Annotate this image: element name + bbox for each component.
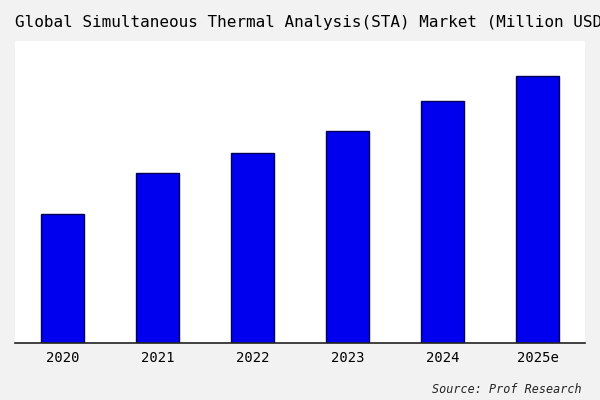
Bar: [421, 101, 464, 343]
Bar: [41, 214, 83, 343]
Bar: [326, 131, 369, 343]
Text: Global Simultaneous Thermal Analysis(STA) Market (Million USD): Global Simultaneous Thermal Analysis(STA…: [15, 15, 600, 30]
Text: Source: Prof Research: Source: Prof Research: [433, 383, 582, 396]
Bar: [231, 153, 274, 343]
Bar: [136, 173, 179, 343]
Bar: [517, 76, 559, 343]
